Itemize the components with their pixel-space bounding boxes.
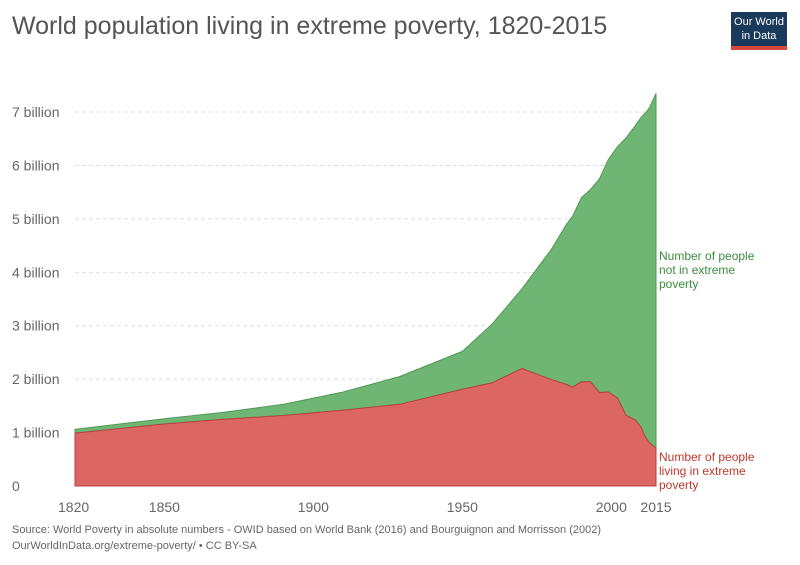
- y-tick-label: 5 billion: [12, 211, 59, 227]
- chart-area: 0 1 billion 2 billion 3 billion 4 billion 5 b…: [12, 93, 755, 515]
- y-tick-label: 0: [12, 478, 20, 494]
- owid-logo[interactable]: Our World in Data: [731, 12, 787, 50]
- y-tick-label: 4 billion: [12, 264, 59, 280]
- chart-title: World population living in extreme pover…: [12, 12, 608, 40]
- logo-text-line2: in Data: [741, 30, 777, 42]
- area-extreme-poverty: [74, 367, 657, 487]
- series-label-not-in-extreme-poverty: Number of people: [659, 249, 755, 263]
- y-tick-label: 7 billion: [12, 104, 59, 120]
- x-tick-label: 2000: [596, 499, 627, 515]
- y-tick-label: 2 billion: [12, 371, 59, 387]
- series-label-not-in-extreme-poverty: poverty: [659, 277, 698, 291]
- series-label-extreme-poverty: poverty: [659, 478, 698, 492]
- y-tick-label: 3 billion: [12, 318, 59, 334]
- series-label-not-in-extreme-poverty: not in extreme: [659, 263, 735, 277]
- source-note: Source: World Poverty in absolute number…: [12, 524, 602, 536]
- logo-text-line1: Our World: [734, 16, 784, 28]
- series-label-extreme-poverty: living in extreme: [659, 464, 746, 478]
- x-tick-label: 1900: [298, 499, 329, 515]
- x-tick-label: 1820: [58, 499, 89, 515]
- x-tick-label: 1850: [149, 499, 180, 515]
- x-tick-label: 2015: [640, 499, 671, 515]
- y-tick-label: 6 billion: [12, 157, 59, 173]
- license-note: OurWorldInData.org/extreme-poverty/ • CC…: [12, 540, 257, 552]
- y-tick-label: 1 billion: [12, 425, 59, 441]
- x-tick-label: 1950: [447, 499, 478, 515]
- series-label-extreme-poverty: Number of people: [659, 450, 755, 464]
